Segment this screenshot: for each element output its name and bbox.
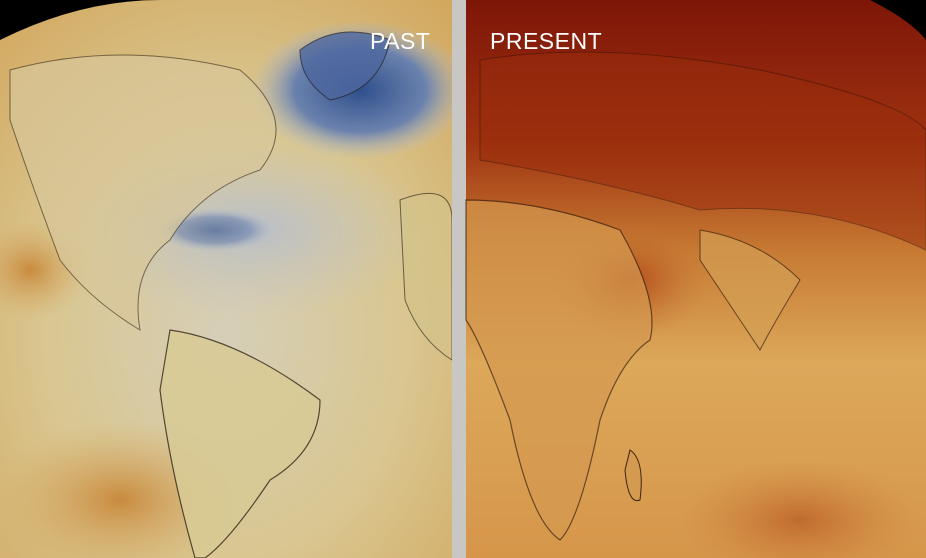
past-label: PAST (370, 28, 430, 54)
present-panel: PRESENT (465, 0, 926, 558)
divider (452, 0, 466, 558)
present-label: PRESENT (490, 28, 602, 54)
past-panel: PAST (0, 0, 470, 558)
